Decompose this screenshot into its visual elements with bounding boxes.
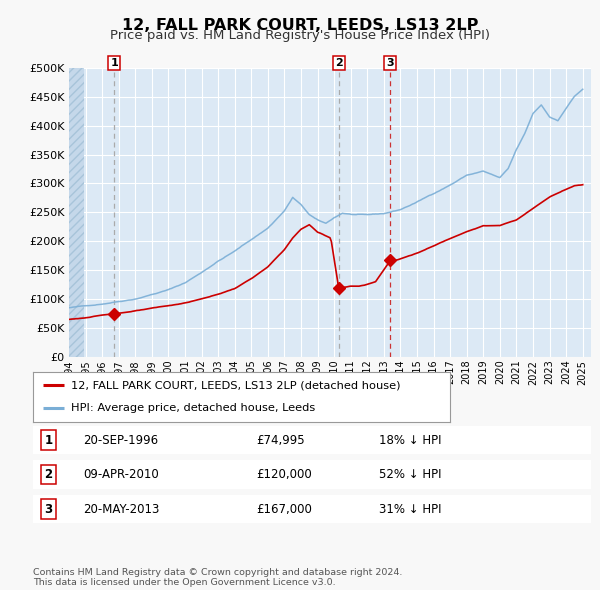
Text: £120,000: £120,000 [256,468,312,481]
Bar [69,68,84,357]
Text: 3: 3 [386,58,394,68]
Text: Contains HM Land Registry data © Crown copyright and database right 2024.
This d: Contains HM Land Registry data © Crown c… [33,568,403,587]
Text: 12, FALL PARK COURT, LEEDS, LS13 2LP: 12, FALL PARK COURT, LEEDS, LS13 2LP [122,18,478,32]
Text: 3: 3 [44,503,53,516]
Text: 20-MAY-2013: 20-MAY-2013 [83,503,160,516]
Text: £74,995: £74,995 [256,434,305,447]
Text: Price paid vs. HM Land Registry's House Price Index (HPI): Price paid vs. HM Land Registry's House … [110,30,490,42]
Text: 20-SEP-1996: 20-SEP-1996 [83,434,158,447]
Text: 09-APR-2010: 09-APR-2010 [83,468,159,481]
Text: 1: 1 [110,58,118,68]
Text: 12, FALL PARK COURT, LEEDS, LS13 2LP (detached house): 12, FALL PARK COURT, LEEDS, LS13 2LP (de… [71,380,400,390]
Text: £167,000: £167,000 [256,503,312,516]
Text: 31% ↓ HPI: 31% ↓ HPI [379,503,442,516]
Text: 2: 2 [44,468,53,481]
Text: HPI: Average price, detached house, Leeds: HPI: Average price, detached house, Leed… [71,404,315,414]
Text: 18% ↓ HPI: 18% ↓ HPI [379,434,442,447]
Text: 1: 1 [44,434,53,447]
Text: 52% ↓ HPI: 52% ↓ HPI [379,468,442,481]
Text: 2: 2 [335,58,343,68]
